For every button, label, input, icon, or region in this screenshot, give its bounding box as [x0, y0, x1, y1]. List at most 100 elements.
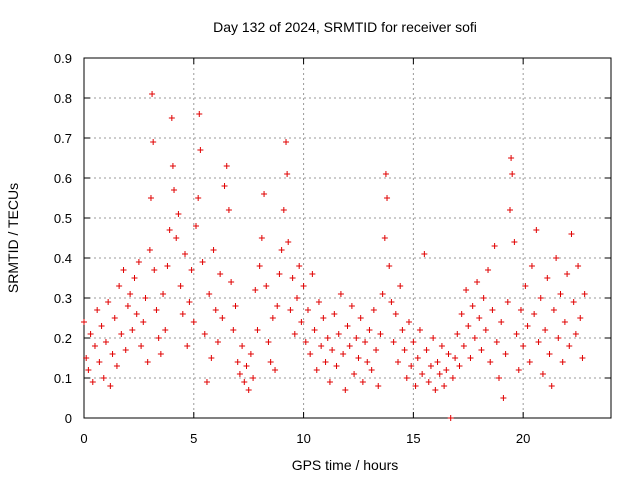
data-point: [98, 323, 105, 329]
data-point: [307, 351, 314, 357]
data-point: [384, 195, 391, 201]
data-point: [144, 359, 151, 365]
data-point: [127, 291, 134, 297]
data-point: [221, 183, 228, 189]
data-point: [285, 239, 292, 245]
data-point: [362, 339, 369, 345]
data-point: [502, 351, 509, 357]
data-point: [280, 207, 287, 213]
data-point: [581, 291, 588, 297]
data-point: [203, 379, 210, 385]
y-tick-label: 0.3: [54, 291, 72, 306]
data-point: [107, 383, 114, 389]
data-point: [348, 303, 355, 309]
data-point: [463, 287, 470, 293]
data-point: [147, 195, 154, 201]
data-point: [544, 275, 551, 281]
data-point: [276, 271, 283, 277]
data-point: [236, 371, 243, 377]
data-point: [94, 307, 101, 313]
data-point: [414, 355, 421, 361]
data-point: [324, 335, 331, 341]
data-point: [326, 379, 333, 385]
data-point: [118, 331, 125, 337]
data-point: [214, 339, 221, 345]
data-point: [557, 291, 564, 297]
data-point: [401, 347, 408, 353]
y-tick-label: 0.1: [54, 371, 72, 386]
data-point: [111, 315, 118, 321]
data-point: [116, 283, 123, 289]
y-tick-label: 0.4: [54, 251, 72, 266]
data-point: [293, 295, 300, 301]
data-point: [230, 327, 237, 333]
data-point: [496, 375, 503, 381]
data-point: [179, 311, 186, 317]
data-point: [351, 371, 358, 377]
data-point: [243, 363, 250, 369]
data-point: [568, 231, 575, 237]
data-point: [309, 271, 316, 277]
data-point: [364, 359, 371, 365]
data-point: [96, 359, 103, 365]
y-tick-label: 0.9: [54, 51, 72, 66]
data-point: [105, 299, 112, 305]
data-point: [575, 263, 582, 269]
data-point: [570, 299, 577, 305]
data-point: [199, 259, 206, 265]
data-point: [410, 339, 417, 345]
data-point: [169, 163, 176, 169]
data-point: [138, 343, 145, 349]
data-point: [395, 359, 402, 365]
x-tick-label: 5: [190, 431, 197, 446]
data-point: [212, 307, 219, 313]
data-point: [476, 315, 483, 321]
data-point: [284, 171, 291, 177]
x-axis-label: GPS time / hours: [292, 457, 399, 473]
data-point: [542, 327, 549, 333]
data-point: [412, 383, 419, 389]
data-point: [289, 275, 296, 281]
data-point: [449, 375, 456, 381]
data-point: [517, 307, 524, 313]
data-point: [526, 359, 533, 365]
data-point: [315, 299, 322, 305]
data-point: [232, 303, 239, 309]
plot-frame: [83, 57, 612, 419]
data-point: [184, 343, 191, 349]
data-point: [513, 331, 520, 337]
data-point: [531, 311, 538, 317]
data-point: [427, 363, 434, 369]
y-tick-label: 0.5: [54, 211, 72, 226]
data-point: [304, 307, 311, 313]
data-point: [234, 359, 241, 365]
data-point: [344, 323, 351, 329]
data-point: [441, 383, 448, 389]
data-point: [504, 299, 511, 305]
data-point: [182, 251, 189, 257]
data-point: [370, 307, 377, 313]
data-point: [223, 163, 230, 169]
data-point: [228, 279, 235, 285]
data-point: [522, 283, 529, 289]
data-point: [313, 367, 320, 373]
data-point: [186, 299, 193, 305]
data-point: [487, 359, 494, 365]
data-point: [254, 327, 261, 333]
data-point: [561, 319, 568, 325]
data-point: [298, 319, 305, 325]
data-point: [520, 343, 527, 349]
data-point: [478, 347, 485, 353]
data-point: [425, 379, 432, 385]
data-point: [436, 371, 443, 377]
data-point: [146, 247, 153, 253]
data-point: [91, 343, 98, 349]
data-point: [564, 271, 571, 277]
data-points: [81, 91, 588, 421]
data-point: [162, 327, 169, 333]
data-point: [201, 331, 208, 337]
data-point: [140, 319, 147, 325]
data-point: [392, 311, 399, 317]
data-point: [190, 319, 197, 325]
